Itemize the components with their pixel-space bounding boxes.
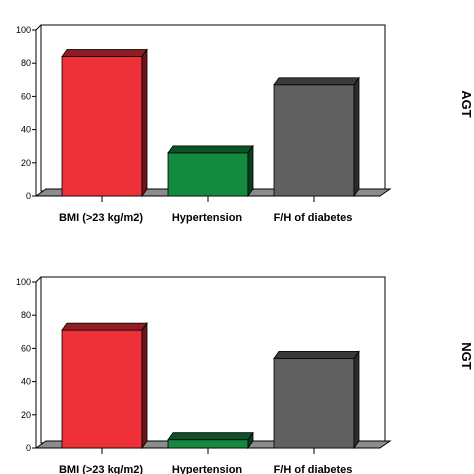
bar-top-face — [61, 322, 148, 331]
bar-top-face — [61, 49, 148, 57]
x-tick-label: BMI (>23 kg/m2) — [59, 464, 143, 474]
bar-top-face — [167, 145, 254, 154]
x-tick-label: F/H of diabetes — [274, 212, 353, 224]
bar — [61, 329, 143, 449]
bar-top-face — [273, 350, 360, 359]
side-label-ngt: NGT — [459, 342, 474, 370]
bar-side-face — [247, 431, 254, 450]
x-tick-label: Hypertension — [172, 212, 243, 224]
bar — [273, 84, 355, 197]
bar-side-face — [353, 350, 360, 450]
y-tick-label: 20 — [21, 410, 31, 420]
y-tick-label: 80 — [21, 58, 31, 68]
x-tick-label: BMI (>23 kg/m2) — [59, 212, 143, 224]
chart-ngt: 0 20 40 60 80 100 BMI (>23 kg/m2) Hypertensio… — [16, 276, 474, 474]
bar-side-face — [353, 76, 360, 198]
x-tick-label: F/H of diabetes — [274, 464, 353, 474]
y-tick-label: 100 — [16, 25, 31, 35]
y-tick-label: 40 — [21, 377, 31, 387]
y-tick-label: 60 — [21, 343, 31, 353]
y-tick-label: 0 — [26, 191, 31, 201]
y-tick-label: 60 — [21, 91, 31, 101]
y-tick-label: 20 — [21, 158, 31, 168]
y-tick-label: 40 — [21, 125, 31, 135]
bar-side-face — [247, 144, 254, 198]
bar-top-face — [167, 432, 254, 441]
y-tick-label: 80 — [21, 310, 31, 320]
chart-agt: 0 20 40 60 80 100 BMI (>23 kg/m2) Hypertensio… — [16, 24, 474, 224]
bar-side-face — [141, 321, 148, 450]
bar-top-face — [273, 77, 360, 86]
bar — [61, 56, 143, 197]
bar — [167, 152, 249, 197]
y-tick-label: 100 — [16, 277, 31, 287]
side-label-agt: AGT — [459, 90, 474, 118]
bar — [167, 439, 249, 449]
bar-side-face — [141, 48, 148, 198]
bar — [273, 357, 355, 449]
x-tick-label: Hypertension — [172, 464, 243, 474]
y-tick-label: 0 — [26, 443, 31, 453]
